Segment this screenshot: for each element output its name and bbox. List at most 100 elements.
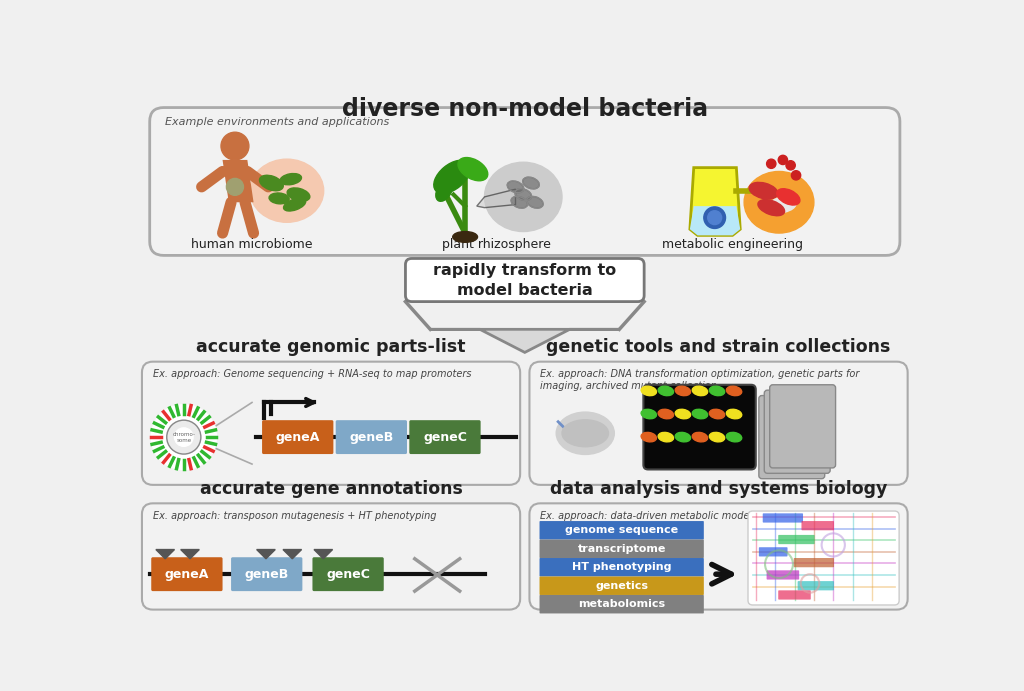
Ellipse shape: [269, 193, 289, 204]
Text: geneB: geneB: [245, 568, 289, 580]
Ellipse shape: [515, 189, 531, 200]
FancyBboxPatch shape: [142, 361, 520, 485]
Ellipse shape: [776, 189, 800, 205]
FancyBboxPatch shape: [778, 535, 815, 544]
Circle shape: [778, 155, 787, 164]
Text: genome sequence: genome sequence: [565, 525, 678, 536]
Ellipse shape: [703, 207, 726, 229]
Ellipse shape: [556, 412, 614, 455]
Ellipse shape: [641, 433, 656, 442]
Ellipse shape: [744, 171, 814, 233]
Ellipse shape: [675, 386, 690, 396]
Text: geneA: geneA: [275, 430, 319, 444]
Text: Ex. approach: data-driven metabolic model: Ex. approach: data-driven metabolic mode…: [541, 511, 753, 521]
Ellipse shape: [287, 188, 310, 201]
Ellipse shape: [436, 180, 453, 201]
FancyBboxPatch shape: [406, 258, 644, 301]
Text: plant rhizosphere: plant rhizosphere: [441, 238, 551, 252]
Text: Example environments and applications: Example environments and applications: [165, 117, 389, 127]
Ellipse shape: [226, 178, 244, 196]
FancyBboxPatch shape: [802, 521, 834, 530]
FancyBboxPatch shape: [540, 595, 703, 614]
Text: geneB: geneB: [349, 430, 393, 444]
Ellipse shape: [692, 409, 708, 419]
Text: genetic tools and strain collections: genetic tools and strain collections: [547, 339, 891, 357]
FancyBboxPatch shape: [767, 570, 799, 580]
Ellipse shape: [708, 211, 722, 225]
FancyBboxPatch shape: [798, 581, 834, 590]
Ellipse shape: [284, 198, 306, 211]
Circle shape: [221, 132, 249, 160]
Polygon shape: [314, 549, 333, 559]
Circle shape: [786, 161, 796, 170]
Ellipse shape: [250, 159, 324, 223]
Ellipse shape: [259, 176, 284, 191]
FancyBboxPatch shape: [764, 390, 830, 473]
FancyBboxPatch shape: [754, 401, 819, 484]
Ellipse shape: [710, 409, 725, 419]
Circle shape: [152, 405, 216, 469]
Text: chromo-
some: chromo- some: [172, 432, 196, 442]
Circle shape: [167, 420, 201, 454]
Polygon shape: [156, 549, 174, 559]
Ellipse shape: [675, 409, 690, 419]
Text: human microbiome: human microbiome: [191, 238, 312, 252]
FancyBboxPatch shape: [142, 503, 520, 609]
Polygon shape: [257, 549, 275, 559]
Text: genetics: genetics: [595, 580, 648, 591]
Ellipse shape: [484, 162, 562, 231]
Polygon shape: [690, 206, 740, 236]
Text: Ex. approach: transposon mutagenesis + HT phenotyping: Ex. approach: transposon mutagenesis + H…: [153, 511, 436, 521]
Ellipse shape: [280, 173, 301, 184]
Text: accurate genomic parts-list: accurate genomic parts-list: [197, 339, 466, 357]
Ellipse shape: [769, 197, 797, 213]
FancyBboxPatch shape: [150, 108, 900, 256]
Ellipse shape: [453, 231, 477, 243]
Ellipse shape: [658, 409, 674, 419]
Ellipse shape: [692, 433, 708, 442]
FancyBboxPatch shape: [529, 361, 907, 485]
Ellipse shape: [641, 386, 656, 396]
Ellipse shape: [692, 386, 708, 396]
FancyBboxPatch shape: [540, 521, 703, 540]
FancyBboxPatch shape: [763, 513, 803, 522]
Text: HT phenotyping: HT phenotyping: [572, 562, 672, 572]
Ellipse shape: [710, 386, 725, 396]
Ellipse shape: [658, 433, 674, 442]
FancyBboxPatch shape: [778, 590, 811, 600]
Text: Ex. approach: Genome sequencing + RNA-seq to map promoters: Ex. approach: Genome sequencing + RNA-se…: [153, 370, 471, 379]
Text: metabolomics: metabolomics: [579, 599, 666, 609]
Text: transcriptome: transcriptome: [578, 544, 666, 553]
Ellipse shape: [511, 196, 527, 208]
FancyBboxPatch shape: [262, 420, 334, 454]
Ellipse shape: [710, 433, 725, 442]
Polygon shape: [430, 330, 620, 352]
FancyBboxPatch shape: [540, 576, 703, 595]
Ellipse shape: [726, 409, 741, 419]
Ellipse shape: [750, 182, 778, 199]
FancyBboxPatch shape: [312, 557, 384, 591]
Text: rapidly transform to
model bacteria: rapidly transform to model bacteria: [433, 263, 616, 298]
Ellipse shape: [434, 160, 470, 193]
Ellipse shape: [658, 386, 674, 396]
Text: data analysis and systems biology: data analysis and systems biology: [550, 480, 887, 498]
Ellipse shape: [726, 433, 741, 442]
Circle shape: [792, 171, 801, 180]
Ellipse shape: [726, 386, 741, 396]
FancyBboxPatch shape: [748, 511, 899, 605]
Ellipse shape: [641, 409, 656, 419]
Text: diverse non-model bacteria: diverse non-model bacteria: [342, 97, 708, 121]
Ellipse shape: [507, 181, 523, 193]
FancyBboxPatch shape: [152, 557, 222, 591]
FancyBboxPatch shape: [643, 385, 756, 469]
Polygon shape: [690, 168, 740, 236]
Ellipse shape: [675, 433, 690, 442]
Ellipse shape: [562, 420, 608, 447]
FancyBboxPatch shape: [529, 503, 907, 609]
Text: Ex. approach: DNA transformation optimization, genetic parts for
imaging, archiv: Ex. approach: DNA transformation optimiz…: [541, 370, 860, 391]
Text: geneC: geneC: [327, 568, 370, 580]
FancyBboxPatch shape: [231, 557, 302, 591]
Ellipse shape: [526, 196, 543, 208]
Ellipse shape: [458, 158, 487, 181]
Circle shape: [174, 428, 194, 446]
